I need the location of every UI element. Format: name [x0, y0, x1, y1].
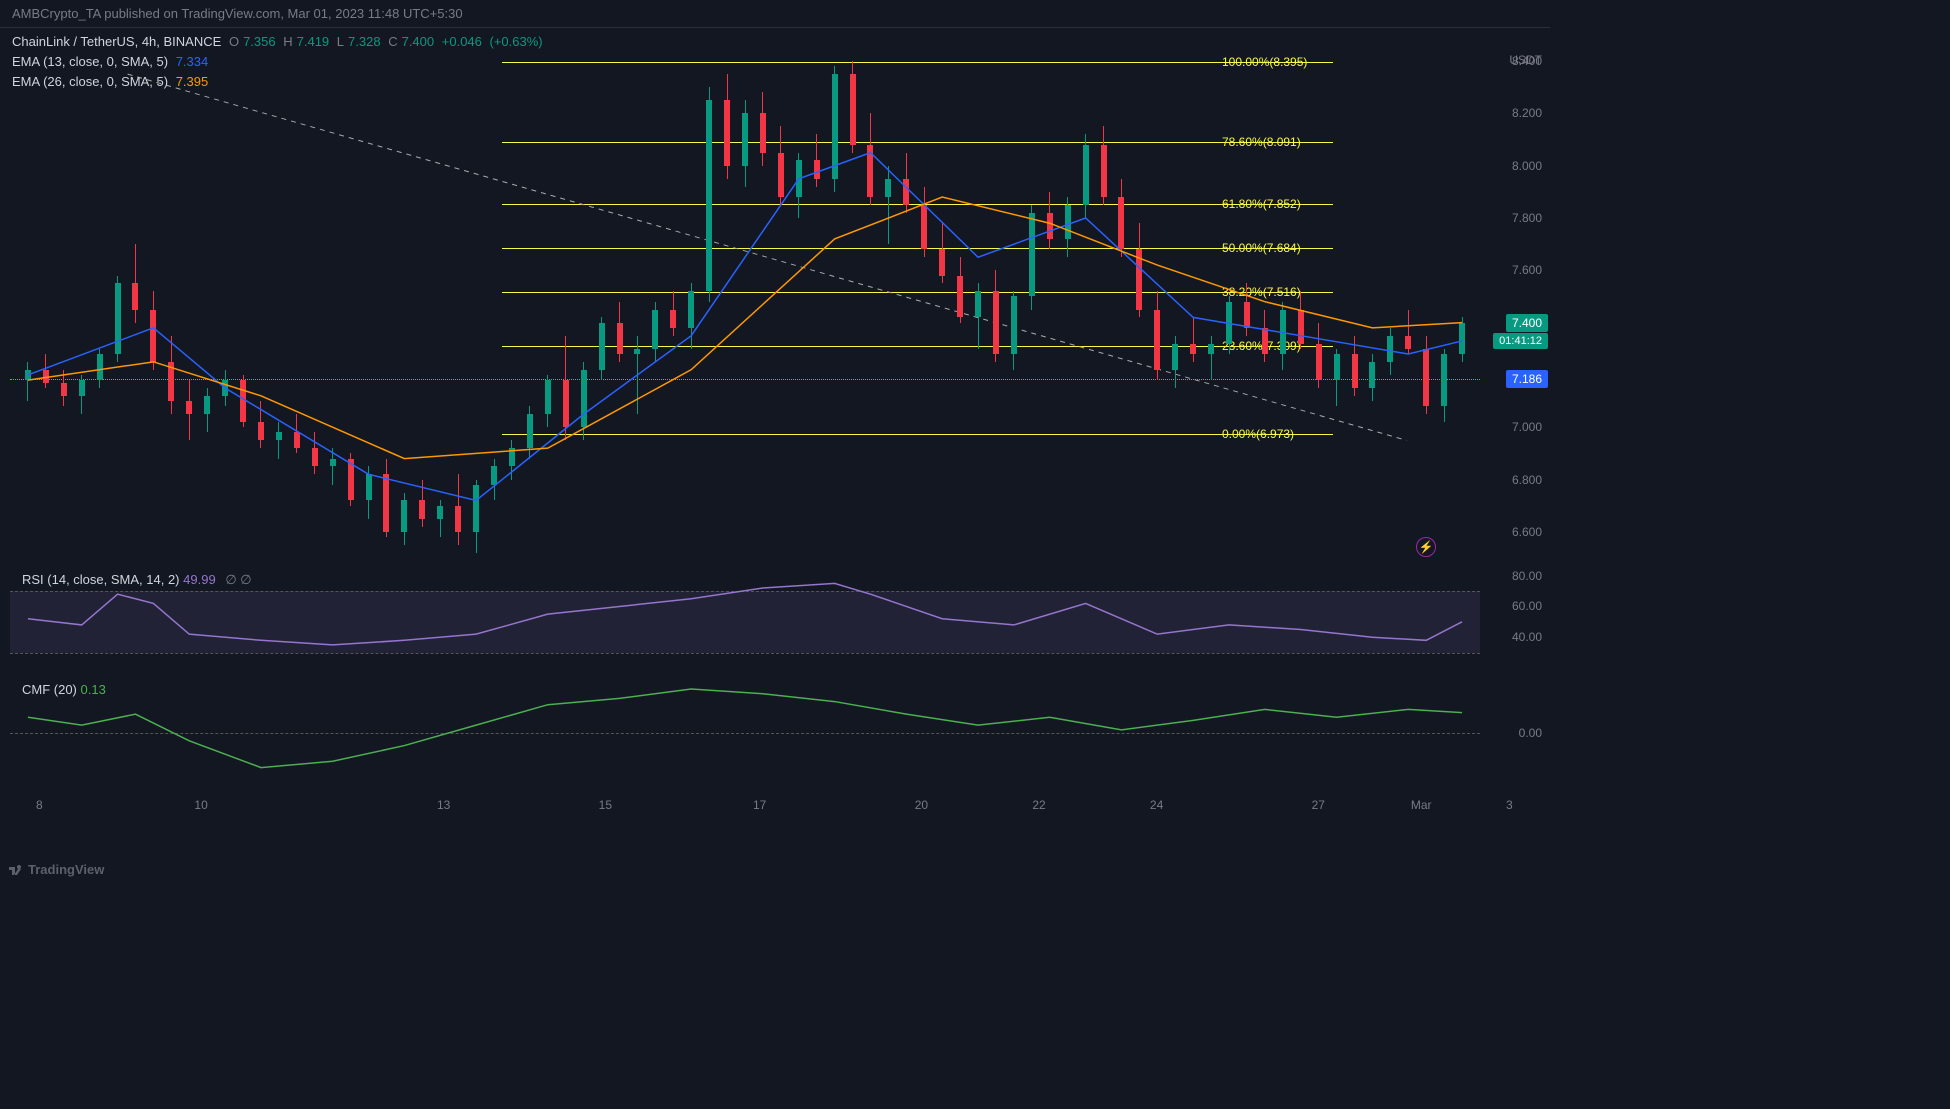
ema13-info[interactable]: EMA (13, close, 0, SMA, 5) 7.334 — [12, 54, 212, 69]
cmf-axis: 0.00 — [1485, 678, 1550, 788]
symbol-info[interactable]: ChainLink / TetherUS, 4h, BINANCE O7.356… — [12, 34, 547, 49]
ema26-info[interactable]: EMA (26, close, 0, SMA, 5) 7.395 — [12, 74, 212, 89]
time-axis[interactable]: 81013151720222427Mar3 — [10, 798, 1480, 823]
price-chart[interactable]: 100.00%(8.395)78.60%(8.091)61.80%(7.852)… — [10, 48, 1480, 558]
tradingview-logo[interactable]: TradingView — [8, 862, 104, 879]
cmf-info: CMF (20) 0.13 — [22, 682, 106, 697]
publish-header: AMBCrypto_TA published on TradingView.co… — [0, 0, 1550, 28]
rsi-chart[interactable]: RSI (14, close, SMA, 14, 2) 49.99 ∅ ∅ — [10, 568, 1480, 668]
cmf-chart[interactable]: CMF (20) 0.13 — [10, 678, 1480, 788]
price-axis[interactable]: 8.4008.2008.0007.8007.6007.4007.2007.000… — [1485, 48, 1550, 558]
lightning-icon[interactable]: ⚡ — [1416, 537, 1436, 557]
horizontal-line[interactable] — [10, 379, 1480, 380]
rsi-info: RSI (14, close, SMA, 14, 2) 49.99 ∅ ∅ — [22, 572, 252, 588]
rsi-axis: 80.0060.0040.00 — [1485, 568, 1550, 668]
pair-label: ChainLink / TetherUS, 4h, BINANCE — [12, 34, 221, 49]
chart-container: ChainLink / TetherUS, 4h, BINANCE O7.356… — [0, 28, 1550, 883]
